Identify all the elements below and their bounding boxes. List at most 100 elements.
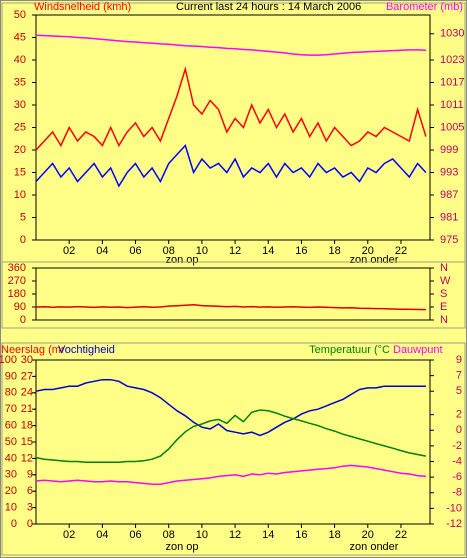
sun-annotation: zon onder xyxy=(350,541,399,553)
rain-tick-label: 0 xyxy=(27,518,33,530)
y-tick-label: 90 xyxy=(14,301,26,313)
y-tick-label: 50 xyxy=(14,9,26,21)
y2-tick-label: N xyxy=(440,262,448,274)
y-tick-label: 25 xyxy=(14,121,26,133)
x-tick-label: 22 xyxy=(395,245,407,257)
y-axis-label: Windsnelheid (kmh) xyxy=(34,1,131,13)
y2-tick-label: W xyxy=(440,275,451,287)
y2-tick-label: 5 xyxy=(456,385,462,397)
y2-tick-label: S xyxy=(440,288,447,300)
data-line xyxy=(35,409,427,464)
y2-tick-label: N xyxy=(440,314,448,326)
rain-tick-label: 15 xyxy=(21,436,33,448)
x-tick-label: 16 xyxy=(295,245,307,257)
x-tick-label: 14 xyxy=(262,245,274,257)
sun-annotation: zon op xyxy=(165,541,198,553)
y-tick-label: 15 xyxy=(14,166,26,178)
y2-tick-label: 1011 xyxy=(440,99,464,111)
rain-tick-label: 27 xyxy=(21,370,33,382)
x-tick-label: 22 xyxy=(395,529,407,541)
x-tick-label: 08 xyxy=(163,245,175,257)
y-tick-label: 45 xyxy=(14,31,26,43)
x-tick-label: 16 xyxy=(295,529,307,541)
y-tick-label: 10 xyxy=(5,502,17,514)
y-tick-label: 20 xyxy=(14,144,26,156)
data-line xyxy=(35,378,426,437)
x-tick-label: 04 xyxy=(96,529,108,541)
y-tick-label: 0 xyxy=(11,518,17,530)
y-tick-label: 270 xyxy=(8,275,26,287)
data-line xyxy=(35,34,426,56)
x-tick-label: 06 xyxy=(129,245,141,257)
rain-tick-label: 12 xyxy=(21,452,33,464)
series-label: Vochtigheid xyxy=(58,344,115,356)
y-tick-label: 40 xyxy=(14,54,26,66)
y2-tick-label: E xyxy=(440,301,447,313)
y2-tick-label: 7 xyxy=(456,370,462,382)
plot-frame xyxy=(35,359,431,525)
x-tick-label: 10 xyxy=(196,529,208,541)
y2-tick-label: 9 xyxy=(456,354,462,366)
data-line xyxy=(35,66,427,151)
rain-tick-label: 3 xyxy=(27,502,33,514)
x-tick-label: 12 xyxy=(229,245,241,257)
y2-tick-label: 1030 xyxy=(440,28,464,40)
y-tick-label: 180 xyxy=(8,288,26,300)
y2-tick-label: -2 xyxy=(452,440,462,452)
y-tick-label: 40 xyxy=(5,452,17,464)
y2-tick-label: 2 xyxy=(456,409,462,421)
x-tick-label: 04 xyxy=(96,245,108,257)
y-tick-label: 20 xyxy=(5,485,17,497)
x-tick-label: 02 xyxy=(63,245,75,257)
y2-tick-label: -10 xyxy=(446,502,462,514)
series-label: Dauwpunt xyxy=(393,344,443,356)
y2-tick-label: 1005 xyxy=(440,121,464,133)
chart-title: Current last 24 hours : 14 March 2006 xyxy=(176,1,361,13)
x-tick-label: 10 xyxy=(196,245,208,257)
y2-tick-label: -12 xyxy=(446,518,462,530)
y-tick-label: 30 xyxy=(5,469,17,481)
y-tick-label: 70 xyxy=(5,403,17,415)
x-tick-label: 14 xyxy=(262,529,274,541)
y2-tick-label: -4 xyxy=(452,455,462,467)
data-line xyxy=(35,464,426,485)
y2-tick-label: 981 xyxy=(440,211,458,223)
rain-tick-label: 18 xyxy=(21,420,33,432)
x-tick-label: 20 xyxy=(362,529,374,541)
rain-tick-label: 24 xyxy=(21,387,33,399)
y2-tick-label: -6 xyxy=(452,471,462,483)
y2-axis-label: Barometer (mb) xyxy=(386,1,463,13)
panel-frame xyxy=(1,261,466,329)
y2-tick-label: 0 xyxy=(456,424,462,436)
y-tick-label: 0 xyxy=(20,234,26,246)
x-tick-label: 18 xyxy=(328,529,340,541)
y2-tick-label: 993 xyxy=(440,166,458,178)
data-line xyxy=(35,304,426,311)
sun-annotation: zon op xyxy=(165,254,198,266)
x-tick-label: 20 xyxy=(362,245,374,257)
y-tick-label: 5 xyxy=(20,211,26,223)
y-tick-label: 360 xyxy=(8,262,26,274)
y-tick-label: 90 xyxy=(5,370,17,382)
x-tick-label: 06 xyxy=(129,529,141,541)
y-tick-label: 35 xyxy=(14,76,26,88)
y-tick-label: 60 xyxy=(5,420,17,432)
y-tick-label: 30 xyxy=(14,99,26,111)
y2-tick-label: 975 xyxy=(440,234,458,246)
y-tick-label: 80 xyxy=(5,387,17,399)
y-tick-label: 10 xyxy=(14,189,26,201)
rain-axis-label: Neerslag (mr xyxy=(1,344,65,356)
y2-tick-label: -8 xyxy=(452,487,462,499)
rain-tick-label: 6 xyxy=(27,485,33,497)
x-tick-label: 08 xyxy=(163,529,175,541)
sun-annotation: zon onder xyxy=(350,254,399,266)
y2-tick-label: 1023 xyxy=(440,54,464,66)
rain-tick-label: 9 xyxy=(27,469,33,481)
y2-tick-label: 987 xyxy=(440,189,458,201)
x-tick-label: 18 xyxy=(328,245,340,257)
y-tick-label: 100 xyxy=(0,354,17,366)
series-label: Temperatuur (°C xyxy=(309,344,390,356)
rain-tick-label: 21 xyxy=(21,403,33,415)
x-tick-label: 02 xyxy=(63,529,75,541)
